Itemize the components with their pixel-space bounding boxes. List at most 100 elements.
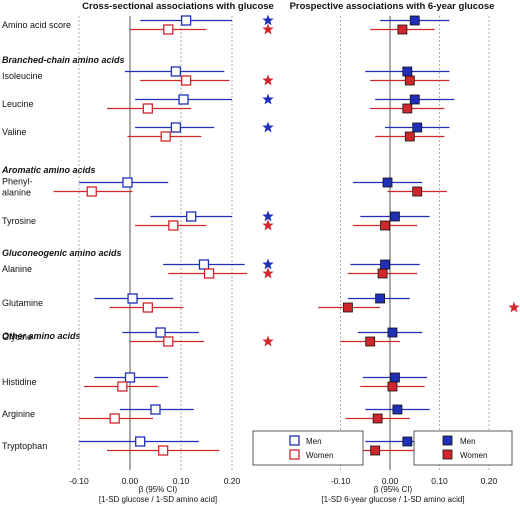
row-label: Phenyl-: [2, 177, 33, 187]
left-women-significance-star: [262, 219, 274, 231]
right-men-point: [402, 66, 413, 77]
right-women-point: [412, 186, 423, 197]
legend: Men Women Men Women: [252, 430, 513, 466]
right-men-point: [402, 436, 413, 447]
right-x-tick-label: -0.10: [331, 476, 351, 486]
left-x-tick-label: 0.00: [122, 476, 139, 486]
left-men-point: [127, 293, 138, 304]
group-label-gluconeogenic: Gluconeogenic amino acids: [2, 248, 122, 258]
right-men-point: [390, 372, 400, 383]
right-women-point: [404, 131, 415, 142]
left-women-significance-star: [262, 74, 274, 86]
left-men-point: [198, 259, 210, 270]
right-men-point: [382, 177, 393, 188]
left-women-point: [109, 413, 120, 424]
legend-women-label: Women: [460, 451, 487, 460]
right-men-point: [390, 211, 400, 222]
left-men-point: [122, 177, 133, 188]
group-label-other: Other amino acids: [2, 331, 81, 341]
left-women-point: [142, 302, 154, 313]
left-women-point: [168, 220, 179, 231]
right-men-point: [409, 15, 420, 26]
left-men-significance-star: [262, 210, 274, 222]
left-men-point: [178, 94, 189, 105]
legend-box: [413, 430, 513, 466]
left-x-axis-label: β (95% CI): [139, 485, 178, 494]
left-group-labels: Branched-chain amino acids Aromatic amin…: [1, 55, 125, 341]
right-men-point: [380, 259, 390, 270]
right-x-tick-label: 0.10: [431, 476, 448, 486]
right-men-point: [387, 327, 398, 338]
left-men-point: [170, 122, 182, 133]
row-label: alanine: [2, 188, 31, 198]
right-women-point: [377, 268, 388, 279]
right-women-point: [372, 413, 383, 424]
legend-men-marker: [442, 435, 453, 446]
legend-women-marker: [442, 449, 453, 460]
row-label: Histidine: [2, 377, 37, 387]
left-women-point: [142, 103, 154, 114]
row-label: Glutamine: [2, 298, 43, 308]
right-women-point: [343, 302, 353, 313]
left-legend-women-marker: [289, 449, 300, 460]
left-women-point: [86, 186, 97, 197]
left-men-significance-star: [262, 258, 274, 270]
row-label: Valine: [2, 127, 26, 137]
row-label: Leucine: [2, 99, 34, 109]
left-x-tick-label: 0.10: [173, 476, 190, 486]
left-men-significance-star: [262, 14, 274, 26]
right-men-point: [392, 404, 403, 415]
left-men-significance-star: [262, 93, 274, 105]
row-label: Arginine: [2, 409, 35, 419]
prospective-panel: Prospective associations with 6-year glu…: [290, 1, 495, 504]
right-women-point: [387, 381, 398, 392]
left-women-point: [203, 268, 215, 279]
left-women-point: [117, 381, 128, 392]
left-legend-box: [252, 430, 364, 466]
right-women-significance-star: [508, 301, 520, 313]
group-label-aromatic: Aromatic amino acids: [1, 165, 96, 175]
left-women-significance-star: [262, 23, 274, 35]
right-men-point: [412, 122, 423, 133]
row-label: Isoleucine: [2, 71, 43, 81]
right-women-point: [404, 75, 415, 86]
right-women-point: [370, 445, 381, 456]
legend-men-label: Men: [460, 437, 476, 446]
row-label: Glycine: [2, 332, 32, 342]
left-women-point: [160, 131, 171, 142]
left-panel-title: Cross-sectional associations with glucos…: [82, 1, 274, 12]
left-women-point: [163, 336, 174, 347]
left-men-point: [170, 66, 182, 77]
right-women-point: [397, 24, 408, 35]
right-men-point: [409, 94, 420, 105]
row-label: Tyrosine: [2, 216, 36, 226]
left-women-point: [180, 75, 192, 86]
left-legend-women-label: Women: [306, 451, 333, 460]
right-x-tick-label: 0.20: [481, 476, 498, 486]
left-men-significance-star: [262, 121, 274, 133]
left-women-significance-star: [262, 335, 274, 347]
cross-sectional-panel: Cross-sectional associations with glucos…: [82, 1, 274, 504]
left-legend-men-marker: [289, 435, 300, 446]
row-label: Alanine: [2, 264, 32, 274]
right-women-point: [380, 220, 390, 231]
left-men-point: [186, 211, 197, 222]
group-label-branched-chain: Branched-chain amino acids: [2, 55, 125, 65]
left-legend-men-label: Men: [306, 437, 322, 446]
row-label: Amino acid score: [2, 20, 71, 30]
left-men-point: [135, 436, 146, 447]
right-women-point: [402, 103, 413, 114]
right-men-point: [375, 293, 386, 304]
left-women-significance-star: [262, 267, 274, 279]
left-men-point: [155, 327, 166, 338]
right-panel-title: Prospective associations with 6-year glu…: [290, 1, 495, 12]
left-men-point: [150, 404, 161, 415]
left-x-tick-label: -0.10: [69, 476, 89, 486]
left-women-point: [163, 24, 174, 35]
left-x-axis-sublabel: [1-SD glucose / 1-SD amino acid]: [99, 495, 217, 504]
row-label: Tryptophan: [2, 441, 47, 451]
right-x-tick-label: 0.00: [382, 476, 399, 486]
right-x-axis-label: β (95% CI): [374, 485, 413, 494]
left-women-point: [157, 445, 169, 456]
